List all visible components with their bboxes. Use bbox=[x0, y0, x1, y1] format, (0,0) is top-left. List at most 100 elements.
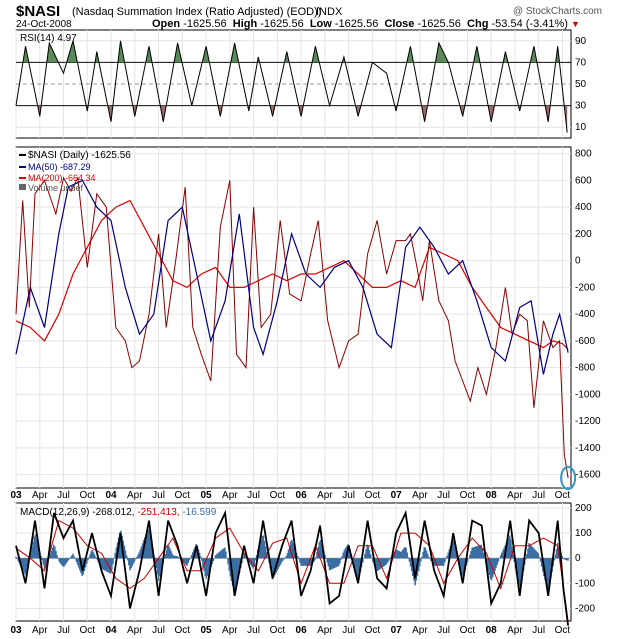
macd-histogram-bar bbox=[433, 558, 436, 566]
macd-histogram-bar bbox=[471, 547, 473, 559]
macd-histogram-bar bbox=[537, 553, 540, 559]
x-tick-label: 07 bbox=[391, 625, 403, 636]
macd-histogram-bar bbox=[164, 554, 167, 559]
chart-date: 24-Oct-2008 bbox=[16, 19, 72, 30]
macd-histogram-bar bbox=[534, 549, 536, 559]
macd-histogram-bar bbox=[375, 558, 378, 570]
macd-histogram-bar bbox=[280, 558, 283, 563]
macd-histogram-bar bbox=[41, 558, 44, 561]
macd-histogram-bar bbox=[133, 558, 136, 562]
macd-histogram-bar bbox=[146, 532, 148, 559]
macd-histogram-bar bbox=[536, 552, 538, 559]
rsi-tick-label: 10 bbox=[575, 122, 587, 133]
x-tick-label: Jul bbox=[437, 625, 450, 636]
macd-histogram-bar bbox=[154, 558, 156, 562]
macd-histogram-bar bbox=[364, 553, 366, 559]
macd-histogram-bar bbox=[40, 555, 42, 559]
x-tick-label: Apr bbox=[507, 490, 523, 501]
macd-histogram-bar bbox=[424, 547, 427, 559]
macd-histogram-bar bbox=[489, 558, 492, 579]
x-tick-label: Oct bbox=[79, 625, 95, 636]
ohlc-readout: Open -1625.56 High -1625.56 Low -1625.56… bbox=[152, 18, 580, 30]
nasi-price-line bbox=[15, 176, 569, 479]
chart-symbol: $NASI bbox=[16, 3, 61, 20]
macd-histogram-bar bbox=[140, 546, 143, 559]
macd-histogram-bar bbox=[296, 556, 299, 559]
macd-histogram-bar bbox=[169, 548, 171, 559]
x-tick-label: Jul bbox=[342, 625, 355, 636]
macd-histogram-bar bbox=[303, 558, 306, 566]
rsi-tick-label: 90 bbox=[575, 36, 587, 47]
macd-histogram-bar bbox=[60, 558, 63, 565]
macd-histogram-bar bbox=[58, 558, 61, 562]
macd-histogram-bar bbox=[20, 558, 23, 568]
macd-histogram-bar bbox=[272, 558, 275, 578]
macd-histogram-bar bbox=[148, 529, 151, 559]
macd-histogram-bar bbox=[388, 558, 390, 561]
macd-histogram-bar bbox=[548, 558, 551, 584]
x-tick-label: Apr bbox=[412, 490, 428, 501]
x-tick-label: Apr bbox=[127, 625, 143, 636]
macd-histogram-bar bbox=[129, 558, 131, 571]
macd-histogram-bar bbox=[128, 558, 130, 566]
macd-histogram-bar bbox=[497, 558, 500, 562]
macd-histogram-bar bbox=[507, 537, 510, 559]
macd-histogram-bar bbox=[35, 538, 38, 559]
macd-histogram-bar bbox=[502, 550, 504, 559]
macd-histogram-bar bbox=[393, 551, 396, 559]
latest-value-highlight bbox=[560, 466, 577, 490]
macd-histogram-bar bbox=[237, 558, 240, 578]
macd-histogram-bar bbox=[30, 551, 32, 559]
macd-histogram-bar bbox=[459, 558, 462, 570]
macd-histogram-bar bbox=[114, 552, 117, 559]
rsi-tick-label: 50 bbox=[575, 79, 587, 90]
macd-histogram-bar bbox=[490, 558, 493, 581]
macd-histogram-bar bbox=[130, 558, 132, 569]
price-tick-label: 600 bbox=[575, 175, 592, 186]
macd-histogram-bar bbox=[479, 545, 481, 559]
macd-histogram-bar bbox=[174, 555, 177, 559]
macd-histogram-bar bbox=[185, 558, 187, 565]
macd-histogram-bar bbox=[553, 558, 556, 561]
macd-histogram-bar bbox=[252, 558, 255, 569]
macd-histogram-bar bbox=[267, 557, 269, 559]
macd-histogram-bar bbox=[228, 558, 231, 571]
macd-histogram-bar bbox=[470, 551, 472, 559]
macd-histogram-bar bbox=[366, 544, 369, 559]
x-tick-label: Apr bbox=[507, 625, 523, 636]
macd-histogram-bar bbox=[529, 544, 532, 559]
macd-histogram-bar bbox=[545, 558, 548, 585]
price-tick-label: 800 bbox=[575, 149, 592, 160]
macd-histogram-bar bbox=[384, 558, 387, 566]
macd-histogram-bar bbox=[160, 558, 162, 572]
macd-histogram-bar bbox=[108, 558, 111, 573]
macd-histogram-bar bbox=[477, 545, 479, 559]
price-tick-label: -1400 bbox=[575, 443, 601, 454]
macd-histogram-bar bbox=[544, 558, 546, 581]
exchange-label: INDX bbox=[316, 6, 343, 18]
macd-histogram-bar bbox=[214, 555, 217, 559]
macd-histogram-bar bbox=[15, 556, 17, 559]
price-tick-label: -1000 bbox=[575, 389, 601, 400]
macd-histogram-bar bbox=[535, 550, 537, 559]
macd-histogram-bar bbox=[389, 558, 391, 559]
macd-histogram-bar bbox=[480, 544, 483, 559]
x-tick-label: Jul bbox=[152, 490, 165, 501]
macd-histogram-bar bbox=[300, 558, 302, 566]
macd-histogram-bar bbox=[259, 542, 261, 559]
macd-histogram-bar bbox=[488, 558, 491, 575]
x-tick-label: Apr bbox=[222, 490, 238, 501]
price-tick-label: 0 bbox=[575, 256, 581, 267]
macd-histogram-bar bbox=[462, 558, 464, 577]
macd-histogram-bar bbox=[423, 547, 426, 559]
macd-histogram-bar bbox=[23, 558, 25, 573]
macd-histogram-bar bbox=[234, 558, 236, 593]
macd-histogram-bar bbox=[158, 558, 161, 577]
x-tick-label: Jul bbox=[57, 490, 70, 501]
macd-histogram-bar bbox=[205, 558, 208, 579]
x-tick-label: Oct bbox=[270, 490, 286, 501]
macd-histogram-bar bbox=[25, 558, 28, 572]
macd-histogram-bar bbox=[187, 558, 190, 564]
macd-histogram-bar bbox=[564, 558, 567, 560]
macd-histogram-bar bbox=[357, 558, 359, 581]
